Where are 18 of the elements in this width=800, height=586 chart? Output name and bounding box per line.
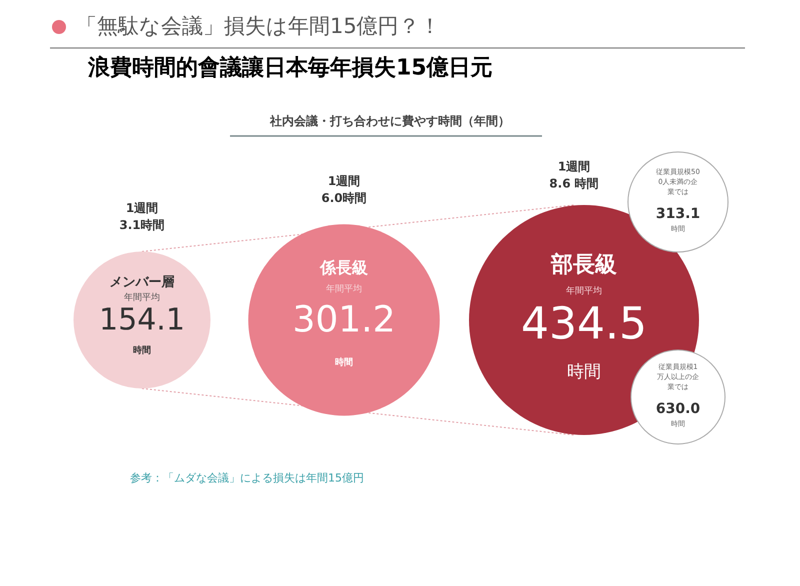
subtitle: 浪費時間的會議讓日本毎年損失15億日元 — [88, 56, 493, 80]
annotation: 1週間 — [558, 160, 590, 174]
annotation: 時間 — [335, 358, 353, 368]
annotation: 3.1時間 — [119, 218, 165, 232]
title: 「無駄な会議」損失は年間15億円？！ — [76, 14, 441, 38]
annotation: 参考：「ムダな会議」による損失は年間15億円 — [130, 472, 364, 484]
annotation: 年間平均 — [124, 293, 160, 304]
annotation: 8.6 時間 — [549, 176, 599, 190]
annotation: 年間平均 — [566, 286, 602, 296]
annotation: 313.1 — [656, 206, 700, 222]
annotation: 6.0時間 — [321, 190, 367, 205]
annotation: 1週間 — [328, 174, 360, 188]
annotation: 時間 — [567, 362, 601, 382]
annotation: 630.0 — [656, 401, 700, 417]
annotation: 1週間 — [126, 201, 158, 216]
annotation: 社内会議・打ち合わせに費やす時間（年間） — [270, 114, 510, 128]
annotation: 時間 — [133, 346, 151, 356]
annotation: 年間平均 — [326, 284, 362, 294]
